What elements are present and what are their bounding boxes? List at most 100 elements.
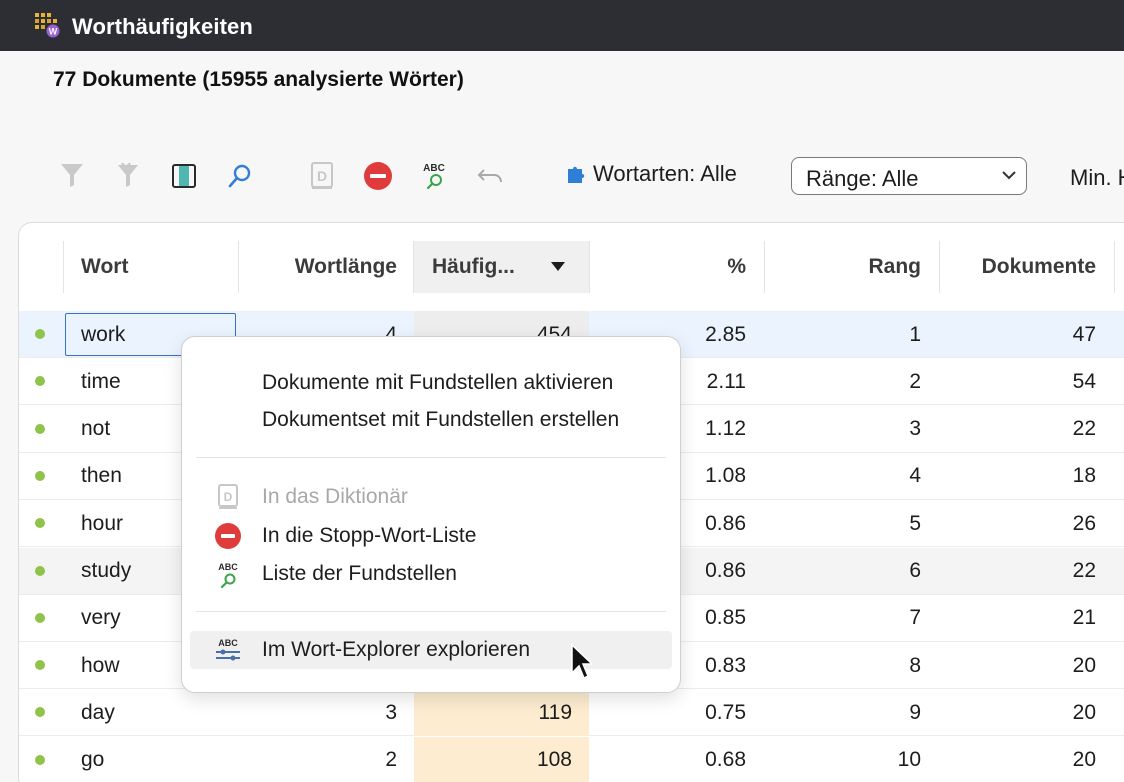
- raenge-value: Ränge: Alle: [806, 166, 919, 191]
- cell-wort[interactable]: then: [81, 464, 122, 488]
- cell-rang[interactable]: 3: [909, 417, 921, 441]
- abc-explorer-icon: ABC: [214, 636, 242, 664]
- search-icon[interactable]: [225, 161, 255, 191]
- status-dot-icon: [35, 423, 45, 434]
- sort-descending-icon: [551, 262, 565, 271]
- cell-wortlaenge[interactable]: 2: [385, 748, 397, 772]
- menu-item-stopp-wort-liste[interactable]: In die Stopp-Wort-Liste: [190, 517, 672, 555]
- cell-dokumente[interactable]: 18: [1072, 464, 1096, 488]
- cell-prozent[interactable]: 1.12: [705, 417, 746, 441]
- wortarten-label: Wortarten: Alle: [593, 161, 737, 186]
- svg-text:D: D: [224, 490, 233, 504]
- cell-wort[interactable]: work: [81, 322, 126, 346]
- chevron-down-icon: [1002, 171, 1016, 180]
- cell-wort[interactable]: not: [81, 417, 111, 441]
- cell-prozent[interactable]: 2.11: [706, 369, 746, 393]
- header-wortlaenge[interactable]: Wortlänge: [294, 255, 397, 278]
- cell-haeufigkeit[interactable]: 108: [536, 748, 572, 772]
- cell-wortlaenge[interactable]: 3: [385, 700, 397, 724]
- menu-item-liste-fundstellen[interactable]: ABC Liste der Fundstellen: [190, 555, 672, 593]
- abc-search-icon[interactable]: ABC: [419, 160, 449, 190]
- header-rang[interactable]: Rang: [868, 255, 922, 278]
- cell-dokumente[interactable]: 20: [1072, 700, 1096, 724]
- cell-rang[interactable]: 5: [909, 511, 921, 535]
- raenge-select[interactable]: Ränge: Alle: [791, 157, 1027, 195]
- undo-icon[interactable]: [475, 161, 505, 191]
- min-haeufigkeit-label: Min. H: [1070, 165, 1124, 190]
- filter-icon[interactable]: [57, 160, 87, 190]
- abc-search-icon: ABC: [214, 560, 242, 588]
- header-wort[interactable]: Wort: [81, 255, 129, 278]
- cell-wort[interactable]: how: [81, 653, 120, 677]
- header-haeufigkeit[interactable]: Häufig...: [414, 241, 589, 293]
- mouse-cursor-icon: [571, 643, 592, 680]
- cell-prozent[interactable]: 0.75: [705, 700, 746, 724]
- menu-item-label: Dokumente mit Fundstellen aktivieren: [262, 371, 614, 394]
- cell-wort[interactable]: very: [81, 606, 121, 630]
- svg-text:D: D: [317, 168, 327, 184]
- menu-item-label: In das Diktionär: [262, 485, 408, 508]
- table-row[interactable]: go 2 108 0.68 10 20: [19, 736, 1124, 782]
- status-dot-icon: [35, 470, 45, 481]
- svg-text:ABC: ABC: [218, 562, 238, 572]
- cell-prozent[interactable]: 0.86: [705, 511, 746, 535]
- cell-prozent[interactable]: 0.83: [705, 653, 746, 677]
- cell-dokumente[interactable]: 22: [1072, 559, 1096, 582]
- dictionary-icon[interactable]: D: [307, 161, 337, 191]
- cell-rang[interactable]: 10: [897, 748, 921, 772]
- status-dot-icon: [35, 660, 45, 671]
- cell-prozent[interactable]: 1.08: [705, 464, 746, 488]
- cell-rang[interactable]: 6: [909, 559, 921, 582]
- menu-item-dokumentset-erstellen[interactable]: Dokumentset mit Fundstellen erstellen: [190, 401, 672, 439]
- cell-rang[interactable]: 9: [909, 700, 921, 724]
- menu-item-dokumente-aktivieren[interactable]: Dokumente mit Fundstellen aktivieren: [190, 364, 672, 402]
- cell-prozent[interactable]: 2.85: [705, 322, 746, 346]
- cell-rang[interactable]: 8: [909, 653, 921, 677]
- dictionary-icon: D: [214, 483, 242, 511]
- cell-dokumente[interactable]: 47: [1072, 322, 1096, 346]
- focused-cell-outline: [65, 313, 236, 356]
- cell-prozent[interactable]: 0.85: [705, 606, 746, 630]
- cell-rang[interactable]: 2: [909, 369, 921, 393]
- header-haeufigkeit-label: Häufig...: [432, 255, 515, 278]
- cell-dokumente[interactable]: 21: [1072, 606, 1096, 630]
- menu-item-wort-explorer[interactable]: ABC Im Wort-Explorer explorieren: [190, 631, 672, 669]
- cell-wort[interactable]: day: [81, 700, 115, 724]
- word-frequency-app-icon: W: [35, 13, 60, 38]
- cell-dokumente[interactable]: 54: [1072, 369, 1096, 393]
- stop-icon[interactable]: [363, 161, 393, 191]
- cell-wort[interactable]: time: [81, 369, 121, 393]
- status-dot-icon: [35, 329, 45, 339]
- svg-text:ABC: ABC: [423, 163, 445, 174]
- table-row[interactable]: day 3 119 0.75 9 20: [19, 689, 1124, 737]
- header-prozent[interactable]: %: [727, 255, 746, 278]
- cell-prozent[interactable]: 0.68: [705, 748, 746, 772]
- cell-wort[interactable]: hour: [81, 511, 124, 535]
- cell-wort[interactable]: go: [81, 748, 105, 772]
- header-dokumente[interactable]: Dokumente: [981, 255, 1096, 278]
- table-header: Wort Wortlänge Häufig... % Rang Dokument…: [19, 223, 1124, 311]
- menu-item-label: Im Wort-Explorer explorieren: [262, 638, 531, 661]
- cell-rang[interactable]: 1: [909, 322, 921, 346]
- cell-wortlaenge[interactable]: 4: [385, 322, 397, 346]
- cell-rang[interactable]: 4: [909, 464, 921, 488]
- cell-haeufigkeit[interactable]: 119: [538, 700, 572, 724]
- menu-item-diktionaer[interactable]: D In das Diktionär: [190, 478, 672, 516]
- wortarten-filter[interactable]: Wortarten: Alle: [565, 161, 737, 187]
- cell-dokumente[interactable]: 26: [1072, 511, 1096, 535]
- menu-item-label: In die Stopp-Wort-Liste: [262, 524, 477, 547]
- cell-wort[interactable]: study: [81, 559, 132, 582]
- puzzle-icon: [568, 166, 585, 183]
- cell-rang[interactable]: 7: [909, 606, 921, 630]
- filter-reset-icon[interactable]: [113, 160, 143, 190]
- cell-prozent[interactable]: 0.86: [705, 559, 746, 582]
- cell-dokumente[interactable]: 20: [1072, 653, 1096, 677]
- status-dot-icon: [35, 612, 45, 623]
- context-menu: Dokumente mit Fundstellen aktivieren Dok…: [181, 336, 681, 693]
- columns-icon[interactable]: [169, 161, 199, 191]
- menu-item-label: Liste der Fundstellen: [262, 562, 457, 585]
- status-dot-icon: [35, 518, 45, 529]
- status-dot-icon: [35, 376, 45, 387]
- cell-dokumente[interactable]: 20: [1072, 748, 1096, 772]
- cell-dokumente[interactable]: 22: [1072, 417, 1096, 441]
